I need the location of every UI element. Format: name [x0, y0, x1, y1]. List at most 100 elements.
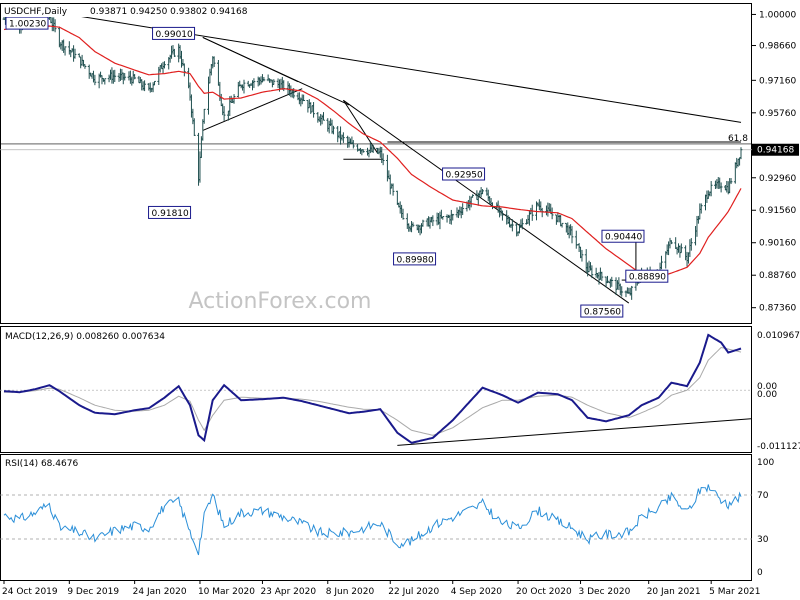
x-tick-label: 3 Dec 2020	[579, 587, 631, 597]
fib-retracement: 61.8	[0, 134, 752, 145]
price-callout-box	[442, 167, 486, 181]
price-callout-text: 0.91810	[152, 209, 189, 219]
rsi-panel: RSI(14) 68.4676 100 70 30 0	[0, 454, 774, 581]
price-callout-box	[152, 26, 196, 40]
price-callout-text: 0.99010	[156, 30, 193, 40]
price-bar	[491, 202, 494, 210]
x-tick-label: 10 Mar 2020	[198, 587, 255, 597]
price-bar	[590, 265, 594, 279]
rsi-tick-label: 0	[757, 568, 763, 578]
price-trendline	[202, 36, 350, 106]
price-bar	[501, 210, 504, 221]
price-callout-text: 0.90440	[605, 233, 642, 243]
price-bar	[451, 213, 455, 221]
price-callout-box	[580, 304, 624, 318]
price-bar	[322, 112, 325, 121]
price-bar	[471, 194, 475, 198]
price-bar	[600, 271, 604, 281]
macd-trendline	[397, 418, 752, 446]
price-bar	[620, 286, 624, 297]
macd-label: MACD(12,26,9) 0.008260 0.007634	[5, 332, 165, 342]
price-bar	[580, 249, 584, 262]
macd-panel-frame	[0, 326, 752, 453]
x-tick-label: 5 Mar 2021	[709, 587, 760, 597]
price-bar	[461, 203, 465, 215]
price-callout: 0.91810	[148, 205, 192, 219]
symbol-header: USDCHF,Daily 0.93871 0.94250 0.93802 0.9…	[2, 4, 248, 17]
price-bar	[312, 102, 315, 118]
price-bar	[113, 69, 117, 83]
price-bar	[401, 208, 405, 220]
price-bar	[660, 255, 663, 270]
price-bar	[272, 79, 276, 85]
price-trendline	[202, 88, 303, 131]
price-callout-text: 0.88890	[629, 273, 666, 283]
rsi-label: RSI(14) 68.4676	[5, 459, 78, 469]
price-bar	[431, 215, 435, 227]
price-bar	[411, 222, 415, 228]
price-bar	[252, 78, 256, 89]
price-bar	[202, 108, 206, 124]
last-price-tag: 0.94168	[752, 143, 799, 156]
price-bar	[222, 106, 226, 121]
price-bar	[560, 222, 564, 228]
price-callout-text: 0.89980	[397, 255, 434, 265]
price-bar	[689, 238, 693, 251]
rsi-axis: 100 70 30 0	[757, 458, 774, 578]
price-callout-box	[393, 252, 437, 266]
ohlc-label: 0.93871 0.94250 0.93802 0.94168	[90, 7, 248, 17]
x-tick-label: 20 Jan 2021	[647, 587, 701, 597]
price-callout: 0.88890	[625, 269, 669, 283]
price-bar	[510, 219, 514, 232]
price-trendline	[343, 99, 630, 304]
price-callouts: 1.00230 0.99010 0.91810 0.89980 0.92950 0.904…	[5, 16, 669, 318]
price-callout-box	[625, 269, 669, 283]
price-bar	[63, 46, 67, 56]
moving-average-line	[3, 25, 742, 278]
price-bar	[341, 132, 345, 143]
price-bar	[212, 56, 216, 67]
price-tick-label: 0.87360	[759, 304, 796, 314]
price-bar	[381, 153, 385, 166]
price-bar	[143, 80, 146, 92]
price-bar	[182, 63, 186, 77]
macd-tick-label: 0.00	[757, 382, 777, 392]
x-tick-label: 24 Oct 2019	[2, 587, 58, 597]
x-tick-label: 22 Jul 2020	[388, 587, 439, 597]
macd-tick-label: 0.010967	[757, 331, 800, 341]
price-panel: ActionForex.com 1.00000 0.98660 0.97160 0.9…	[0, 3, 799, 324]
price-bar	[93, 74, 97, 86]
x-tick-label: 20 Oct 2020	[516, 587, 572, 597]
symbol-header-bg	[2, 4, 234, 17]
price-bar	[371, 144, 375, 153]
price-bar	[391, 183, 395, 196]
macd-tick-label: 0.00	[757, 390, 777, 400]
price-callout: 1.00230	[5, 16, 49, 30]
rsi-levels	[0, 494, 752, 540]
watermark-text: ActionForex.com	[189, 289, 372, 314]
price-bar	[520, 218, 524, 230]
x-tick-label: 4 Sep 2020	[451, 587, 503, 597]
last-price-badge	[752, 143, 799, 156]
price-bar	[719, 182, 723, 193]
price-callout: 0.89980	[393, 252, 437, 266]
price-bar	[53, 19, 57, 33]
price-bar	[123, 72, 127, 81]
price-bar	[739, 147, 743, 160]
macd-axis: 0.010967 0.000.00 -0.011127	[757, 331, 800, 452]
price-bar	[163, 61, 166, 69]
price-bar	[361, 149, 365, 153]
price-tick-label: 0.90160	[759, 239, 796, 249]
price-bar	[670, 240, 673, 245]
price-bar	[73, 48, 77, 59]
x-tick-label: 24 Jan 2020	[133, 587, 187, 597]
price-tick-label: 0.91560	[759, 206, 796, 216]
price-bar	[699, 203, 703, 214]
price-bar	[103, 78, 107, 85]
x-axis: 24 Oct 2019 9 Dec 2019 24 Jan 2020 10 Mar 2…	[2, 580, 761, 597]
last-price-value: 0.94168	[757, 146, 794, 156]
price-callout: 0.99010	[152, 26, 196, 40]
price-bar	[242, 79, 246, 94]
